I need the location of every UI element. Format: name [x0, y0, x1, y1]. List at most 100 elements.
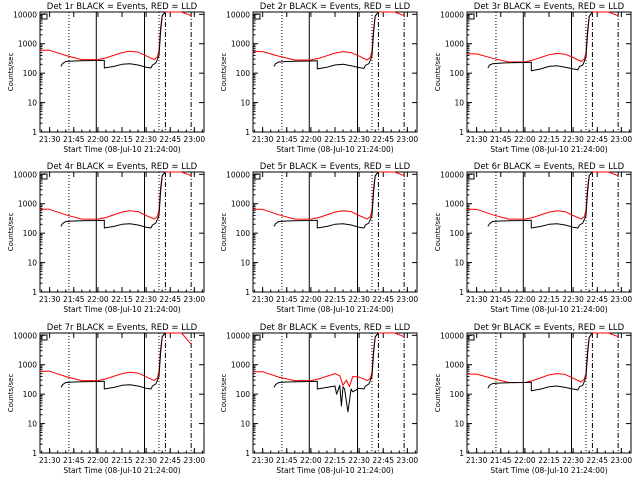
x-tick-label: 21:30 [39, 295, 61, 304]
x-tick-label: 21:30 [252, 295, 274, 304]
x-tick-label: 22:45 [372, 295, 394, 304]
x-tick-label: 21:30 [39, 135, 61, 144]
series-events-line [60, 171, 166, 229]
x-axis-label: Start Time (08-Jul-10 21:24:00) [276, 305, 393, 314]
x-tick-label: 22:15 [324, 295, 346, 304]
x-tick-label: 22:30 [562, 456, 584, 465]
x-tick-label: 22:30 [135, 135, 157, 144]
y-tick-label: 1 [32, 449, 37, 458]
panel-title: Det 3r BLACK = Events, RED = LLD [474, 2, 625, 12]
y-tick-label: 1000 [231, 361, 250, 370]
y-tick-label: 1000 [18, 361, 37, 370]
series-events-line [273, 332, 379, 413]
y-axis-label: Counts/sec [434, 213, 442, 252]
plot-frame [466, 332, 632, 454]
x-tick-label: 22:15 [538, 135, 560, 144]
x-axis-label: Start Time (08-Jul-10 21:24:00) [490, 466, 607, 475]
y-tick-label: 10 [240, 420, 250, 429]
x-tick-label: 22:15 [538, 456, 560, 465]
series-lld-line [253, 171, 405, 220]
x-tick-label: 23:00 [611, 135, 633, 144]
x-tick-label: 22:15 [111, 456, 133, 465]
panel-title: Det 6r BLACK = Events, RED = LLD [474, 162, 625, 172]
x-tick-label: 22:30 [562, 135, 584, 144]
x-axis-label: Start Time (08-Jul-10 21:24:00) [276, 145, 393, 154]
x-tick-label: 21:30 [39, 456, 61, 465]
series-lld-line [252, 11, 405, 61]
y-tick-label: 10000 [440, 331, 464, 340]
y-tick-label: 1 [32, 288, 37, 297]
x-tick-label: 22:30 [562, 295, 584, 304]
y-tick-label: 100 [450, 229, 465, 238]
x-tick-label: 22:30 [348, 456, 370, 465]
x-axis-label: Start Time (08-Jul-10 21:24:00) [276, 466, 393, 475]
series-events-line [60, 11, 166, 69]
y-tick-label: 1 [459, 449, 464, 458]
plot-frame [252, 11, 418, 133]
x-tick-label: 22:00 [300, 295, 322, 304]
series-events-line [273, 171, 379, 229]
x-tick-label: 21:45 [276, 135, 298, 144]
y-axis-label: Counts/sec [7, 374, 15, 413]
panel-title: Det 4r BLACK = Events, RED = LLD [47, 162, 198, 172]
x-tick-label: 21:45 [490, 295, 512, 304]
x-axis-label: Start Time (08-Jul-10 21:24:00) [490, 305, 607, 314]
x-tick-label: 22:00 [514, 456, 536, 465]
x-tick-label: 21:45 [276, 295, 298, 304]
x-tick-label: 22:00 [300, 135, 322, 144]
x-tick-label: 22:45 [159, 456, 181, 465]
x-axis-label: Start Time (08-Jul-10 21:24:00) [490, 145, 607, 154]
plot-frame [39, 11, 205, 133]
y-tick-label: 10 [27, 259, 37, 268]
y-tick-label: 10 [454, 99, 464, 108]
y-tick-label: 1 [32, 128, 37, 137]
plot-frame [252, 332, 418, 454]
y-tick-label: 10000 [440, 170, 464, 179]
x-tick-label: 21:45 [490, 456, 512, 465]
y-tick-label: 100 [450, 69, 465, 78]
plot-frame [466, 11, 632, 133]
y-tick-label: 1000 [18, 200, 37, 209]
y-tick-label: 1 [245, 449, 250, 458]
x-tick-label: 22:15 [538, 295, 560, 304]
x-tick-label: 22:30 [135, 456, 157, 465]
detector-panel-9: Det 9r BLACK = Events, RED = LLD 1 10 100 10… [434, 323, 632, 475]
series-events-line [487, 11, 593, 72]
x-axis-label: Start Time (08-Jul-10 21:24:00) [63, 145, 180, 154]
y-tick-label: 1000 [445, 40, 464, 49]
x-tick-label: 21:45 [490, 135, 512, 144]
y-axis-label: Counts/sec [220, 213, 228, 252]
x-tick-label: 22:45 [372, 456, 394, 465]
x-axis-label: Start Time (08-Jul-10 21:24:00) [63, 305, 180, 314]
series-events-line [60, 332, 166, 390]
x-tick-label: 22:00 [514, 295, 536, 304]
x-tick-label: 21:30 [466, 456, 488, 465]
detector-panel-6: Det 6r BLACK = Events, RED = LLD 1 10 100 10… [434, 162, 632, 314]
y-tick-label: 100 [236, 229, 251, 238]
x-tick-label: 22:30 [135, 295, 157, 304]
panel-title: Det 2r BLACK = Events, RED = LLD [260, 2, 411, 12]
x-tick-label: 21:30 [466, 295, 488, 304]
detector-panel-5: Det 5r BLACK = Events, RED = LLD 1 10 100 10… [220, 162, 418, 314]
x-tick-label: 21:30 [252, 456, 274, 465]
y-tick-label: 100 [450, 390, 465, 399]
x-tick-label: 23:00 [184, 456, 206, 465]
x-tick-label: 22:00 [87, 456, 109, 465]
detector-panel-7: Det 7r BLACK = Events, RED = LLD 1 10 100 10… [7, 323, 205, 475]
y-tick-label: 100 [23, 69, 38, 78]
y-tick-label: 10 [27, 420, 37, 429]
y-tick-label: 1000 [18, 40, 37, 49]
y-tick-label: 10 [454, 420, 464, 429]
panel-title: Det 9r BLACK = Events, RED = LLD [474, 323, 625, 333]
plot-frame [252, 171, 418, 293]
y-tick-label: 1000 [231, 200, 250, 209]
series-events-line [487, 332, 593, 392]
x-tick-label: 22:00 [514, 135, 536, 144]
y-tick-label: 1000 [445, 200, 464, 209]
x-tick-label: 21:30 [252, 135, 274, 144]
x-tick-label: 22:00 [300, 456, 322, 465]
plot-frame [466, 171, 632, 293]
y-axis-label: Counts/sec [7, 213, 15, 252]
x-tick-label: 23:00 [611, 456, 633, 465]
